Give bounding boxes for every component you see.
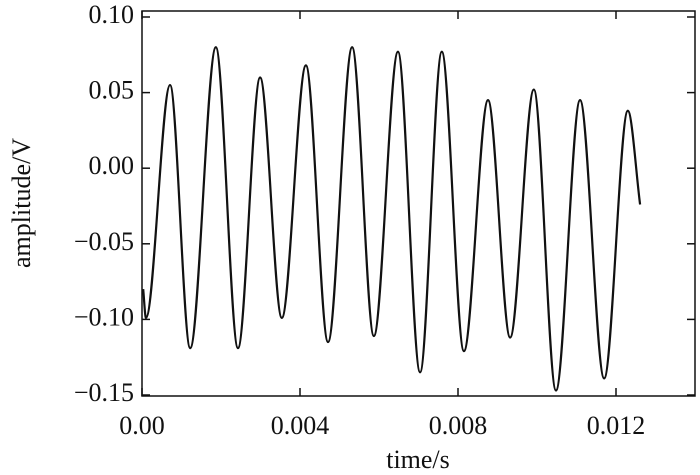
x-tick-label: 0.00 bbox=[119, 411, 165, 440]
x-tick-label: 0.012 bbox=[587, 411, 646, 440]
y-tick-label: −0.15 bbox=[74, 378, 134, 407]
y-tick-label: −0.10 bbox=[74, 302, 134, 331]
y-tick-label: 0.10 bbox=[89, 0, 135, 29]
x-axis-label: time/s bbox=[386, 445, 450, 474]
y-tick-label: −0.05 bbox=[74, 227, 134, 256]
x-tick-label: 0.004 bbox=[271, 411, 330, 440]
x-tick-label: 0.008 bbox=[429, 411, 488, 440]
y-tick-label: 0.05 bbox=[89, 76, 135, 105]
plot-frame bbox=[141, 10, 696, 397]
y-axis-label: amplitude/V bbox=[7, 138, 36, 268]
signal-line bbox=[142, 46, 642, 392]
y-tick-label: 0.00 bbox=[89, 151, 135, 180]
